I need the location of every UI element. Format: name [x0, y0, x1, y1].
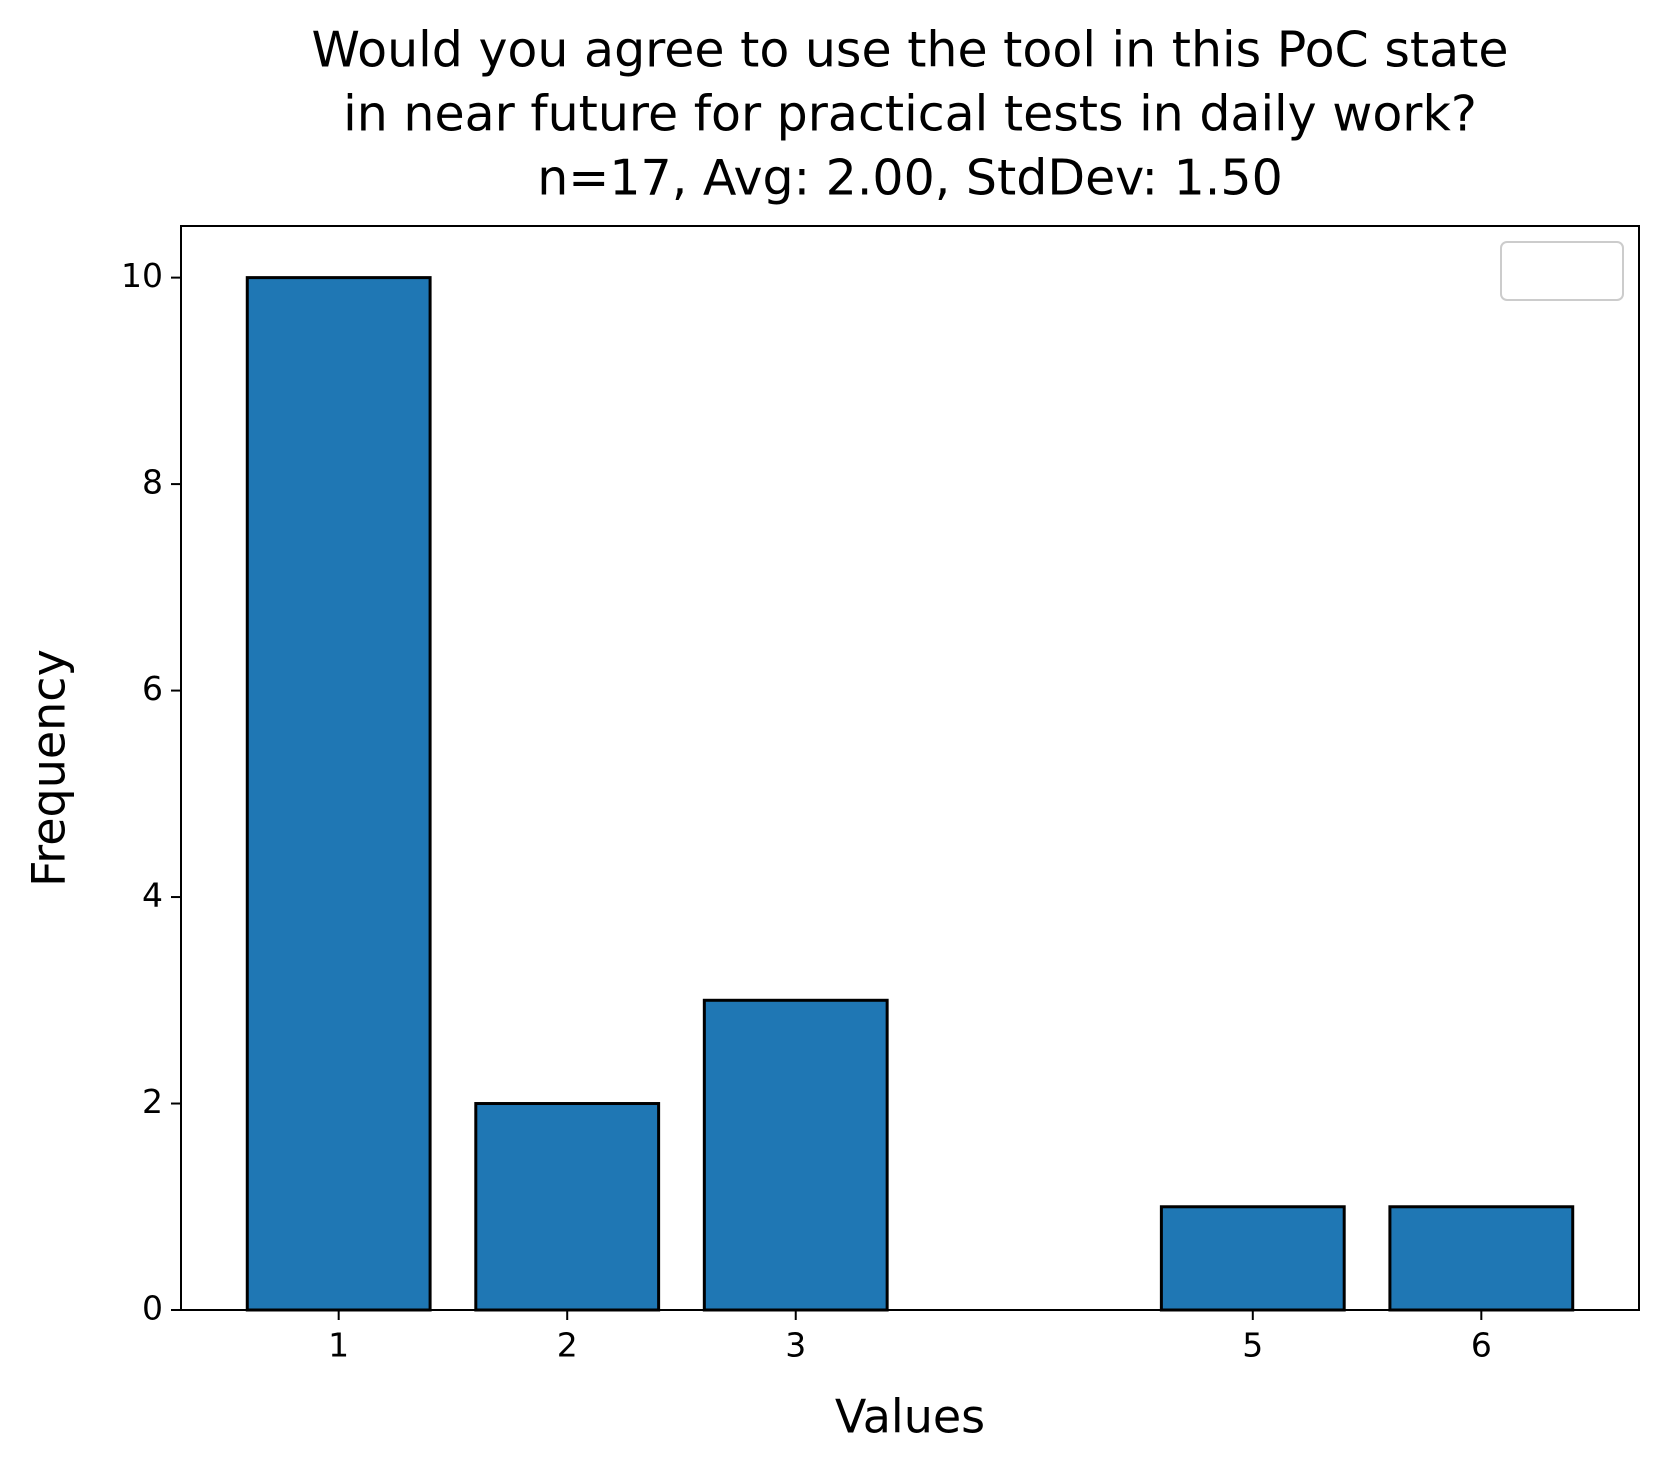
y-tick-label: 8	[142, 463, 163, 502]
x-tick-label: 2	[557, 1326, 578, 1365]
bar	[1388, 1205, 1575, 1312]
plot-frame	[180, 225, 1640, 1311]
legend	[1500, 241, 1624, 301]
x-tick-label: 6	[1471, 1326, 1492, 1365]
chart-title: n=17, Avg: 2.00, StdDev: 1.50	[537, 150, 1283, 207]
x-tick-label: 1	[328, 1326, 349, 1365]
x-tick-label: 3	[785, 1326, 806, 1365]
y-tick-label: 4	[142, 876, 163, 915]
bar	[474, 1102, 661, 1312]
y-tick-label: 2	[142, 1082, 163, 1121]
y-tick-label: 6	[142, 669, 163, 708]
y-tick-label: 10	[121, 256, 163, 295]
chart-title: Would you agree to use the tool in this …	[312, 22, 1509, 79]
y-axis-label: Frequency	[22, 649, 76, 887]
y-tick-label: 0	[142, 1289, 163, 1328]
bar	[702, 998, 889, 1312]
bar	[1159, 1205, 1346, 1312]
chart-title: in near future for practical tests in da…	[343, 86, 1477, 143]
x-axis-label: Values	[835, 1390, 985, 1444]
bar	[245, 276, 432, 1312]
x-tick-label: 5	[1242, 1326, 1263, 1365]
